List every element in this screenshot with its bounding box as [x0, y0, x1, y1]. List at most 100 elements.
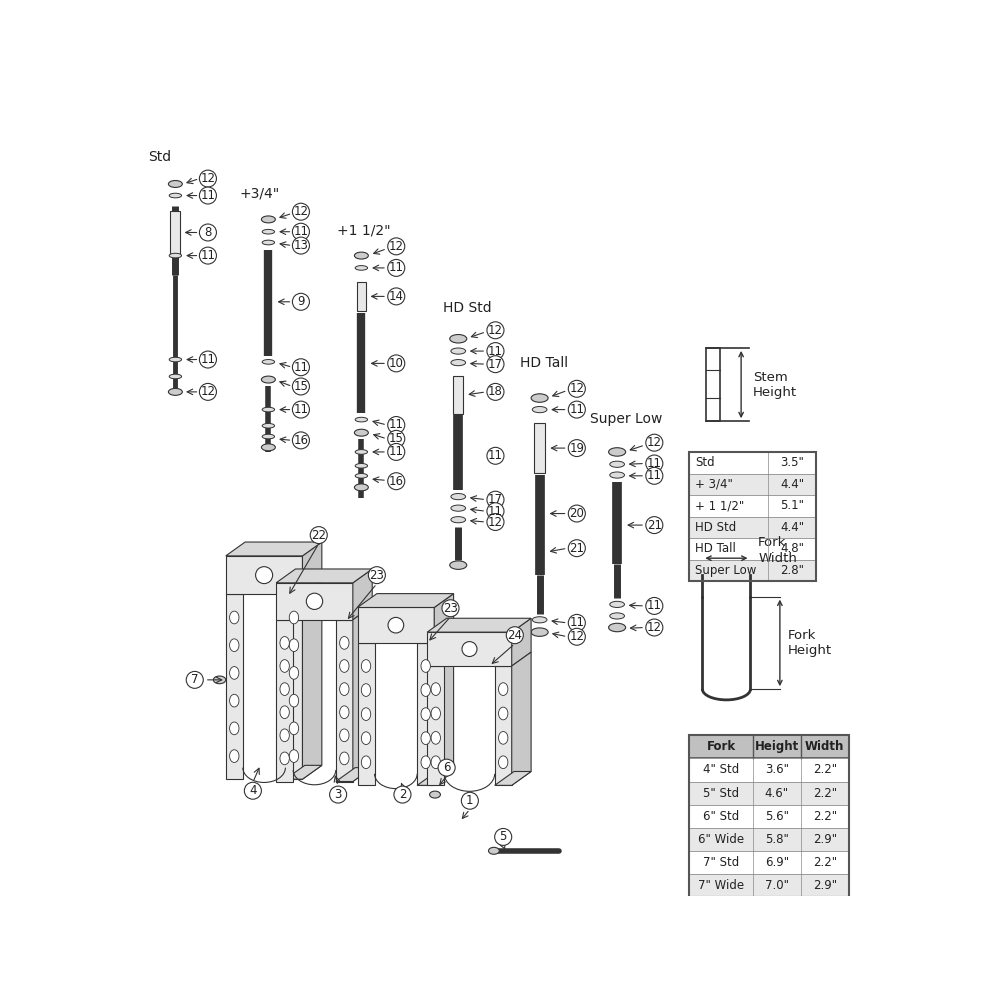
- Ellipse shape: [355, 417, 368, 422]
- Ellipse shape: [230, 667, 239, 680]
- Text: 3: 3: [334, 788, 342, 802]
- Ellipse shape: [451, 359, 466, 366]
- Circle shape: [199, 224, 216, 241]
- Circle shape: [568, 381, 585, 398]
- FancyBboxPatch shape: [689, 560, 816, 581]
- Ellipse shape: [168, 180, 182, 187]
- Circle shape: [461, 793, 478, 810]
- Text: 5: 5: [500, 831, 507, 844]
- Text: Fork
Width: Fork Width: [758, 537, 797, 565]
- Text: 5.1": 5.1": [780, 499, 804, 513]
- Circle shape: [388, 238, 405, 255]
- Circle shape: [292, 224, 309, 241]
- Text: 4.6": 4.6": [765, 786, 789, 800]
- Text: 3.5": 3.5": [780, 456, 804, 469]
- Ellipse shape: [340, 660, 349, 673]
- FancyBboxPatch shape: [689, 828, 849, 851]
- Ellipse shape: [354, 252, 368, 259]
- Ellipse shape: [169, 193, 182, 197]
- Ellipse shape: [262, 424, 275, 428]
- Text: 11: 11: [293, 226, 308, 239]
- Circle shape: [292, 237, 309, 254]
- Text: 23: 23: [443, 602, 458, 614]
- Ellipse shape: [280, 636, 289, 650]
- FancyBboxPatch shape: [534, 423, 545, 473]
- Circle shape: [487, 384, 504, 401]
- Polygon shape: [302, 580, 322, 779]
- Ellipse shape: [430, 792, 440, 799]
- Text: Stem
Height: Stem Height: [753, 371, 797, 399]
- Ellipse shape: [499, 756, 508, 768]
- Ellipse shape: [610, 461, 624, 467]
- Ellipse shape: [169, 254, 182, 258]
- Ellipse shape: [289, 722, 299, 735]
- Ellipse shape: [361, 732, 371, 744]
- FancyBboxPatch shape: [689, 781, 849, 805]
- Circle shape: [646, 619, 663, 636]
- Polygon shape: [512, 653, 531, 785]
- Text: 12: 12: [293, 205, 308, 219]
- Ellipse shape: [421, 732, 430, 744]
- Text: Fork
Height: Fork Height: [788, 629, 832, 657]
- Circle shape: [244, 782, 261, 800]
- Circle shape: [199, 351, 216, 368]
- Ellipse shape: [610, 601, 624, 607]
- Polygon shape: [434, 593, 454, 642]
- Ellipse shape: [451, 517, 466, 523]
- Ellipse shape: [280, 729, 289, 741]
- Ellipse shape: [340, 729, 349, 741]
- Circle shape: [495, 829, 512, 846]
- Text: 21: 21: [647, 519, 662, 532]
- Ellipse shape: [230, 722, 239, 735]
- Text: 2.9": 2.9": [813, 879, 837, 892]
- Ellipse shape: [431, 756, 440, 768]
- Ellipse shape: [610, 613, 624, 619]
- Ellipse shape: [168, 389, 182, 396]
- Text: 2.9": 2.9": [813, 833, 837, 846]
- Circle shape: [388, 354, 405, 372]
- Polygon shape: [358, 607, 434, 642]
- Text: 12: 12: [200, 172, 215, 185]
- Text: +3/4": +3/4": [240, 187, 280, 200]
- Text: 20: 20: [569, 508, 584, 520]
- Text: 11: 11: [293, 403, 308, 416]
- FancyBboxPatch shape: [689, 758, 849, 781]
- Text: 11: 11: [569, 616, 584, 629]
- Text: 12: 12: [488, 516, 503, 529]
- Circle shape: [462, 641, 477, 657]
- Text: 4" Std: 4" Std: [703, 763, 739, 776]
- Circle shape: [388, 260, 405, 276]
- Circle shape: [487, 502, 504, 520]
- Ellipse shape: [289, 611, 299, 624]
- Polygon shape: [353, 569, 372, 619]
- Ellipse shape: [169, 357, 182, 362]
- Ellipse shape: [499, 683, 508, 696]
- Text: 14: 14: [389, 290, 404, 303]
- FancyBboxPatch shape: [689, 874, 849, 897]
- Circle shape: [330, 786, 347, 803]
- Circle shape: [568, 540, 585, 557]
- Ellipse shape: [230, 638, 239, 652]
- Ellipse shape: [280, 660, 289, 673]
- Circle shape: [388, 288, 405, 305]
- Ellipse shape: [230, 611, 239, 624]
- Circle shape: [186, 672, 203, 689]
- Ellipse shape: [289, 694, 299, 707]
- Text: 15: 15: [389, 432, 404, 445]
- Circle shape: [199, 384, 216, 401]
- Text: 7" Wide: 7" Wide: [698, 879, 744, 892]
- Polygon shape: [358, 593, 454, 607]
- Text: 13: 13: [293, 239, 308, 252]
- Circle shape: [487, 491, 504, 509]
- Circle shape: [506, 626, 523, 643]
- Ellipse shape: [280, 683, 289, 696]
- Ellipse shape: [261, 215, 275, 223]
- Text: 16: 16: [389, 474, 404, 487]
- Ellipse shape: [451, 506, 466, 512]
- Text: 12: 12: [569, 630, 584, 643]
- Text: 6.9": 6.9": [765, 856, 789, 869]
- Text: 7" Std: 7" Std: [703, 856, 739, 869]
- Text: 15: 15: [293, 380, 308, 393]
- Circle shape: [646, 434, 663, 451]
- Ellipse shape: [609, 448, 626, 456]
